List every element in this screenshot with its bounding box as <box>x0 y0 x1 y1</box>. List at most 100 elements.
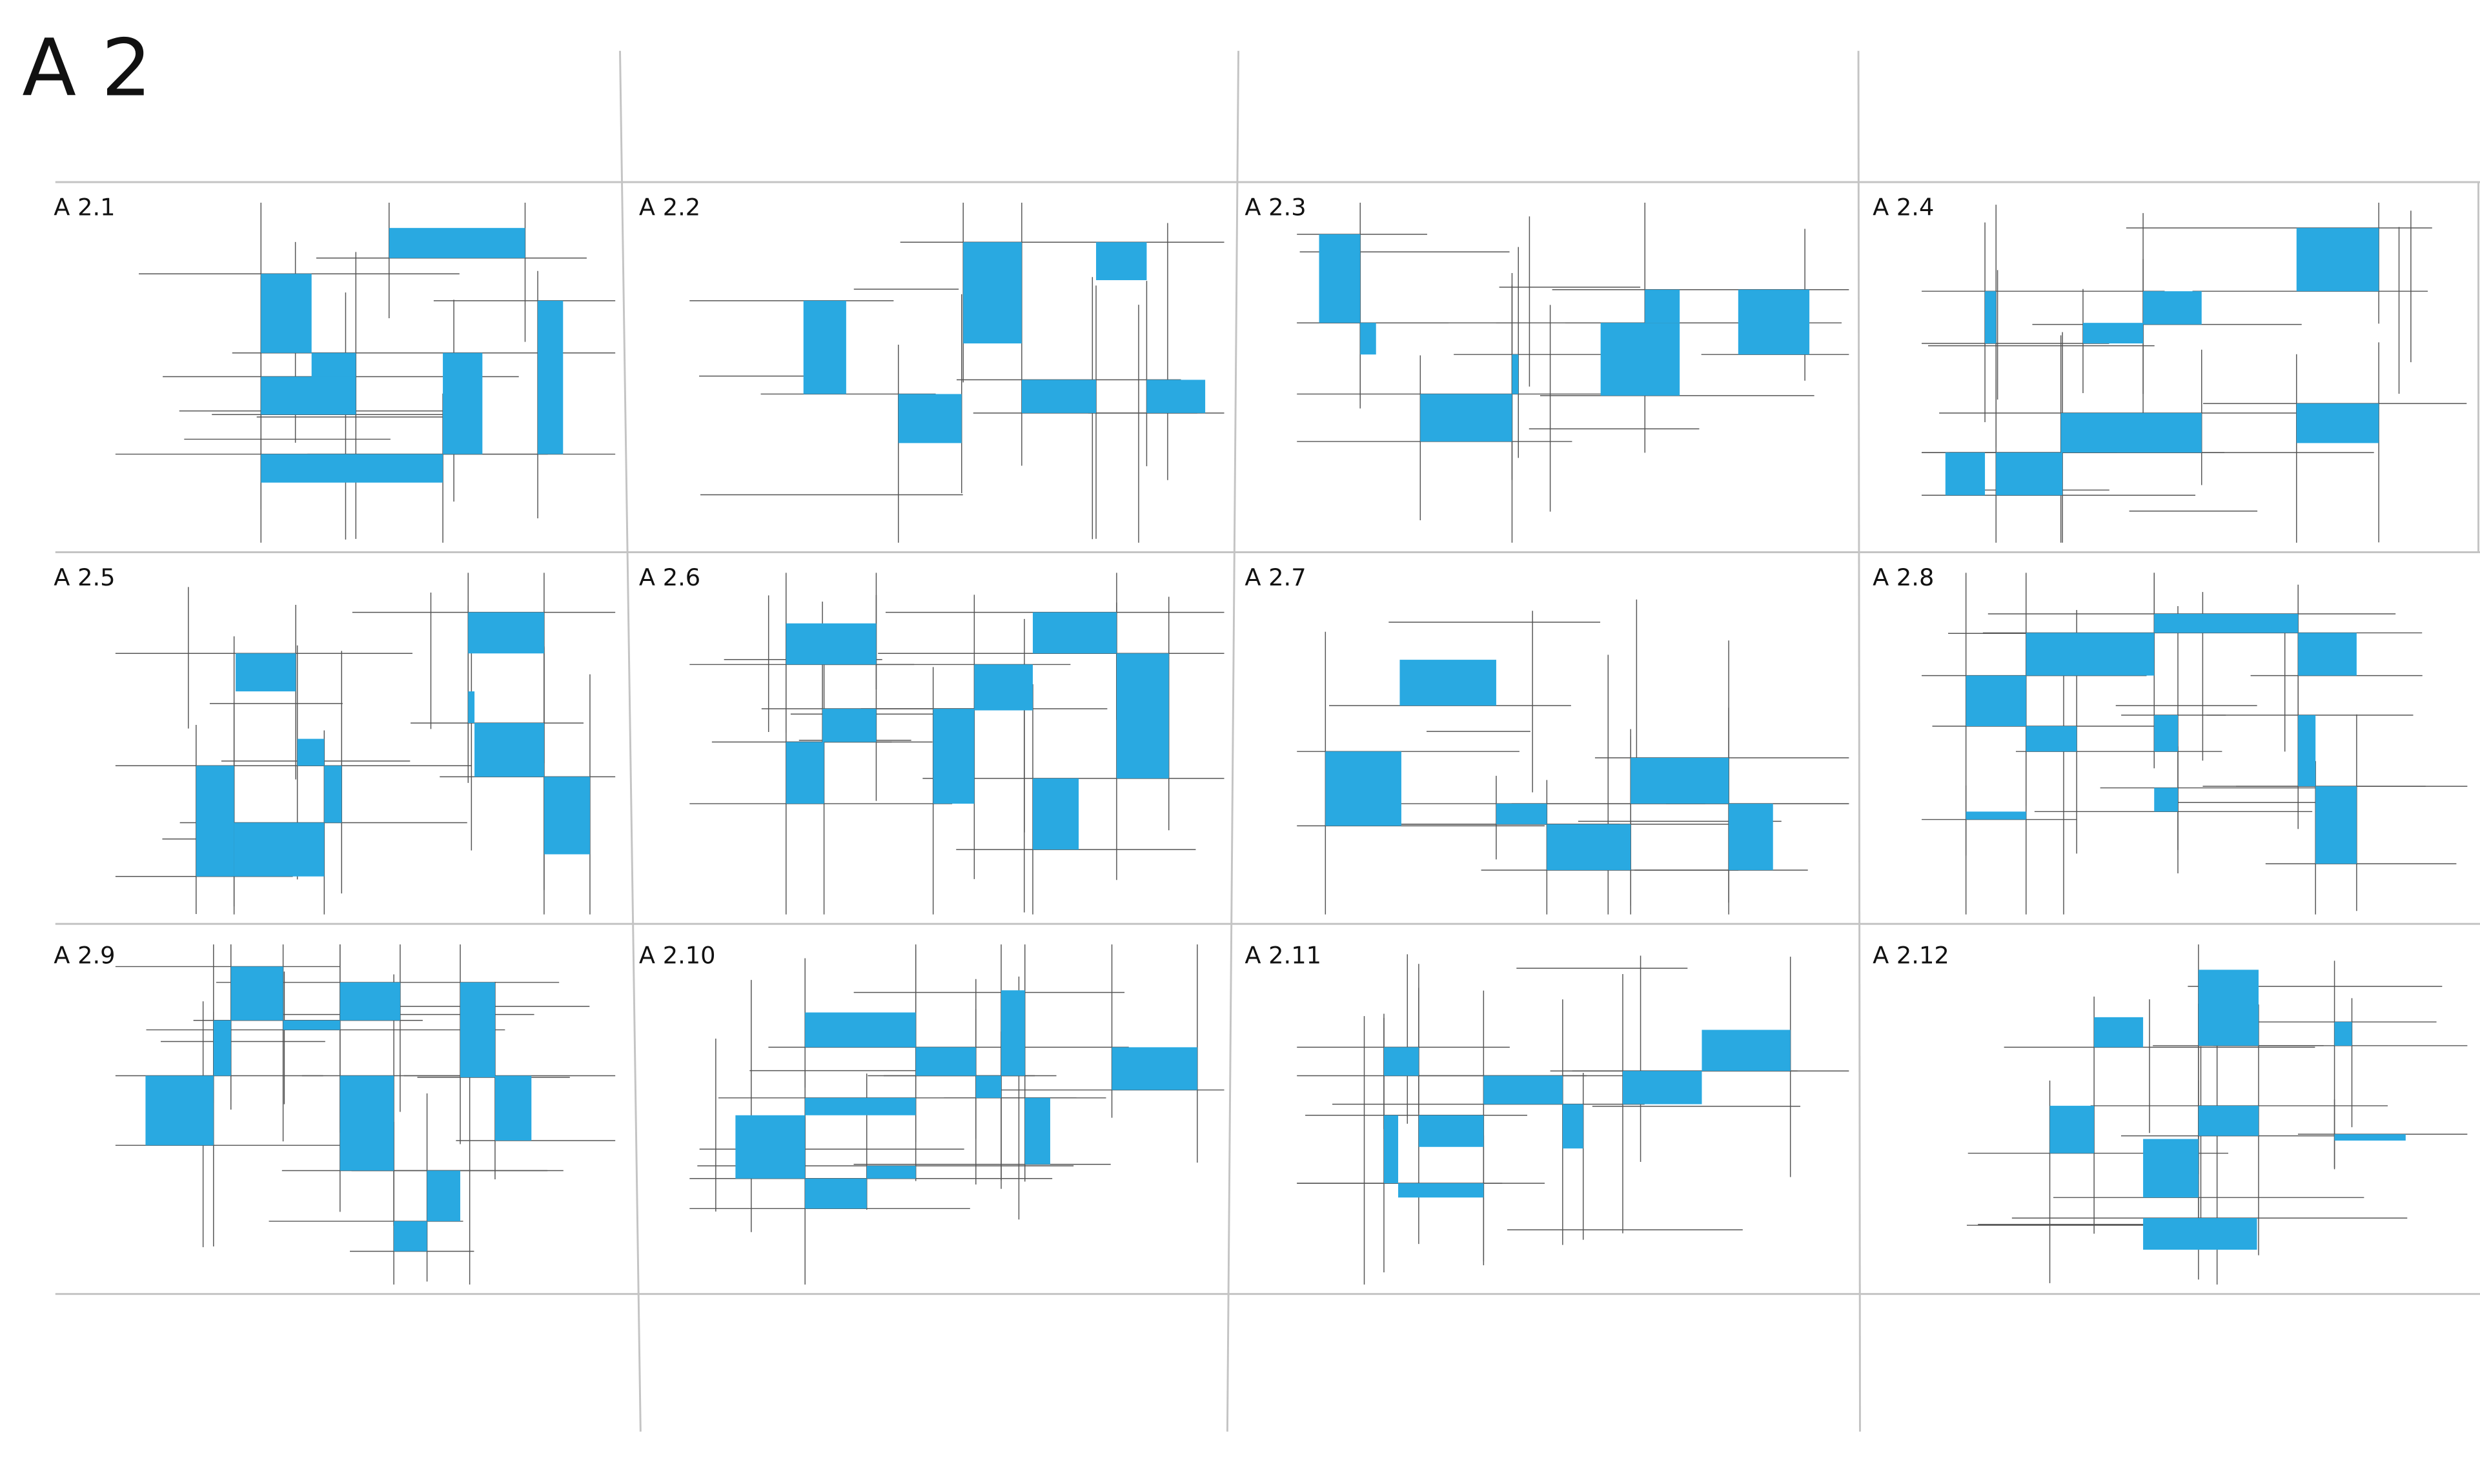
blue-block <box>1325 751 1401 826</box>
blue-block <box>2154 788 2179 812</box>
blue-block <box>2154 614 2299 633</box>
blue-block <box>1645 289 1680 323</box>
blue-block <box>1729 804 1773 870</box>
blue-block <box>2143 1139 2199 1198</box>
compositions <box>115 202 2468 1285</box>
composition <box>115 573 616 915</box>
blue-block <box>1399 660 1496 706</box>
blue-block <box>803 300 846 394</box>
blue-block <box>915 1047 976 1076</box>
blue-block <box>261 274 312 353</box>
blue-block <box>735 1115 806 1179</box>
blue-block <box>427 1170 461 1221</box>
blue-block <box>1398 1183 1484 1198</box>
blue-block <box>2198 970 2259 1046</box>
blue-block <box>805 1012 916 1048</box>
blue-block <box>2298 633 2357 676</box>
blue-block <box>1001 990 1025 1076</box>
blue-block <box>1702 1030 1791 1072</box>
composition <box>689 202 1225 543</box>
blue-block <box>1945 452 1986 496</box>
blue-block <box>1033 778 1079 850</box>
blue-block <box>311 352 356 377</box>
blue-block <box>975 1075 1002 1098</box>
blue-block <box>297 738 325 766</box>
blue-block <box>1738 289 1810 355</box>
blue-block <box>2334 1134 2406 1141</box>
panel-label: A 2.10 <box>639 942 716 970</box>
blue-block <box>1985 291 1997 344</box>
composition <box>689 573 1225 915</box>
blue-block <box>898 394 962 443</box>
grid-frame <box>55 50 2480 1432</box>
blue-block <box>1600 323 1680 396</box>
blue-block <box>2049 1106 2095 1154</box>
blue-block <box>2082 323 2144 344</box>
blue-block <box>538 300 564 454</box>
blue-block <box>394 1221 427 1252</box>
blue-block <box>1418 1115 1484 1147</box>
blue-block <box>805 1178 867 1209</box>
blue-block <box>786 623 877 665</box>
blue-block <box>1562 1104 1583 1149</box>
blue-block <box>1021 380 1097 413</box>
blue-block <box>460 982 495 1077</box>
blue-block <box>236 653 296 692</box>
blue-block <box>2298 715 2316 787</box>
blue-block <box>866 1166 916 1179</box>
blue-block <box>786 742 824 804</box>
panel-label: A 2.11 <box>1245 942 1321 970</box>
blue-block <box>340 1075 394 1171</box>
blue-block <box>261 454 443 483</box>
blue-block <box>1483 1075 1563 1104</box>
blue-block <box>1420 394 1512 442</box>
blue-block <box>1116 653 1169 778</box>
sheet-title: A 2 <box>22 21 152 114</box>
blue-block <box>2198 1106 2259 1136</box>
blue-block <box>1622 1071 1702 1104</box>
blue-block <box>805 1097 916 1115</box>
blue-block <box>1383 1115 1399 1184</box>
blue-block <box>2026 726 2077 752</box>
blue-block <box>933 709 975 804</box>
blue-block <box>196 766 234 877</box>
blue-block <box>822 709 877 742</box>
blue-block <box>544 777 590 855</box>
blue-block <box>494 1075 532 1141</box>
blue-block <box>1512 354 1519 394</box>
blue-block <box>145 1075 214 1146</box>
blue-block <box>389 228 525 258</box>
panel-label: A 2.8 <box>1873 564 1934 591</box>
blue-block <box>1631 758 1729 804</box>
composition <box>689 944 1225 1285</box>
panel-label: A 2.6 <box>639 564 700 591</box>
blue-block <box>1496 804 1547 824</box>
blue-block <box>2094 1017 2144 1048</box>
blue-block <box>1547 824 1631 870</box>
blue-block <box>324 766 342 823</box>
blue-block <box>468 691 475 724</box>
blue-block <box>443 352 483 454</box>
panel-label: A 2.1 <box>54 194 115 221</box>
blue-block <box>213 1020 231 1076</box>
blue-block <box>1383 1047 1419 1076</box>
blue-block <box>963 242 1022 344</box>
blue-block <box>474 723 544 777</box>
composition <box>1922 202 2467 543</box>
blue-block <box>1996 452 2063 496</box>
frame-line <box>1857 50 1861 1432</box>
blue-block <box>1024 1097 1050 1164</box>
blue-block <box>1033 612 1117 654</box>
composition <box>115 944 616 1285</box>
panel-label: A 2.5 <box>54 564 115 591</box>
blue-block <box>2154 715 2179 752</box>
composition <box>1297 599 1849 915</box>
blue-block <box>1360 323 1376 355</box>
blue-block <box>261 376 356 415</box>
blue-block <box>1096 242 1147 281</box>
composition <box>1922 573 2468 915</box>
blue-block <box>2060 412 2202 453</box>
